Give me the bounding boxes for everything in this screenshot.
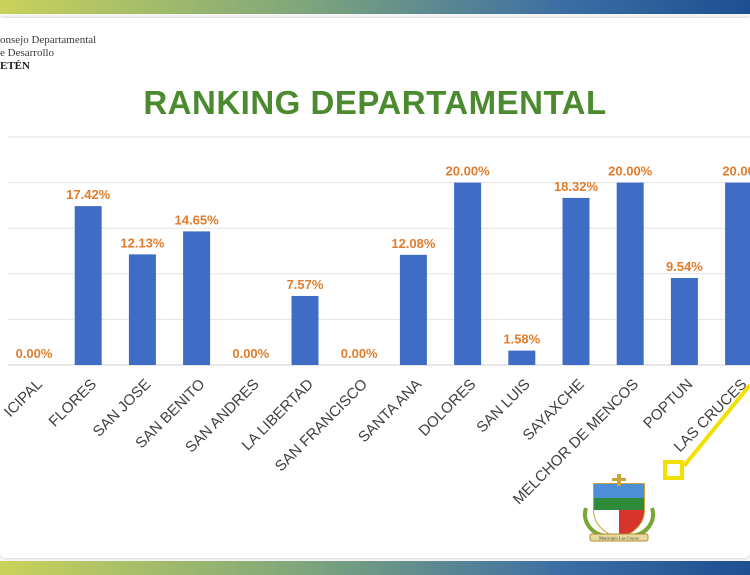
org-line-2: e Desarrollo (0, 47, 55, 59)
municipal-emblem-logo: Municipio Las Cruces (583, 474, 655, 542)
bar (399, 254, 427, 365)
data-label: 7.57% (287, 277, 324, 292)
emblem-caption: Municipio Las Cruces (599, 536, 639, 541)
bar (725, 182, 750, 365)
data-label: 20.00% (446, 164, 491, 179)
data-label: 12.08% (391, 236, 436, 251)
data-label: 9.54% (666, 259, 703, 274)
data-label: 18.32% (554, 179, 599, 194)
data-label: 0.00% (341, 346, 378, 361)
data-label: 14.65% (175, 212, 220, 227)
org-header: onsejo Departamental e Desarrollo ETÉN (0, 34, 96, 73)
data-label: 0.00% (232, 346, 269, 361)
data-label: 20.00 (722, 164, 750, 179)
top-gradient-band (0, 0, 750, 14)
chart-title: RANKING DEPARTAMENTAL (143, 84, 607, 121)
bar (183, 231, 211, 365)
bottom-gradient-band (0, 561, 750, 575)
bar (291, 295, 319, 365)
data-label: 17.42% (66, 187, 111, 202)
data-label: 1.58% (503, 332, 540, 347)
data-label: 0.00% (16, 346, 53, 361)
bar (508, 350, 536, 365)
bar (128, 254, 156, 365)
data-label: 12.13% (120, 235, 165, 250)
org-line-3: ETÉN (0, 60, 30, 72)
bar (454, 182, 482, 365)
bar (616, 182, 644, 365)
bar (670, 277, 698, 365)
bar (74, 206, 102, 365)
bar (562, 197, 590, 365)
data-label: 20.00% (608, 164, 653, 179)
org-line-1: onsejo Departamental (0, 34, 97, 46)
